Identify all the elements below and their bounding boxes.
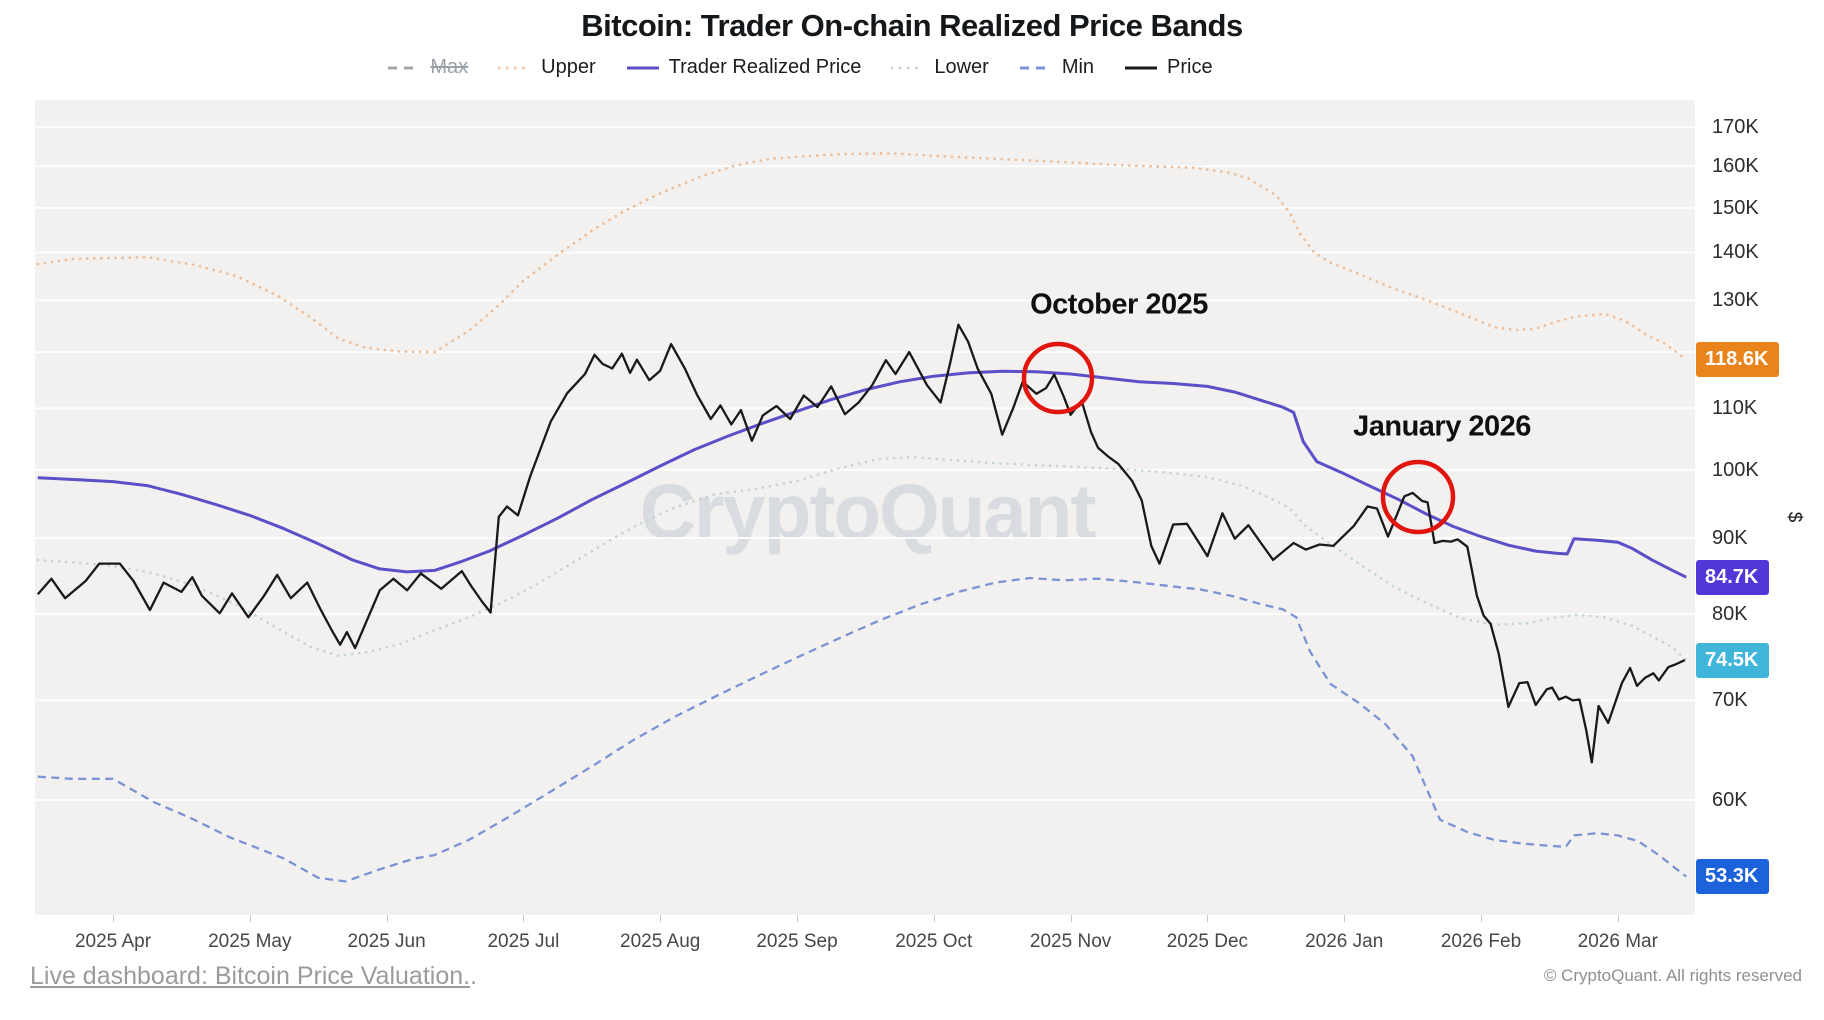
x-axis-label: 2026 Jan [1305,931,1384,952]
legend-item-max[interactable]: Max [387,56,468,79]
y-axis-label: 60K [1712,789,1748,812]
x-axis-label: 2026 Feb [1440,931,1522,952]
legend-item-upper[interactable]: Upper [498,56,596,79]
legend-swatch-solid-icon [1125,66,1158,69]
x-axis-tick [113,915,114,922]
annotation-label: October 2025 [1030,288,1208,321]
x-axis-tick [660,915,662,922]
x-axis-tick [1070,915,1072,922]
x-axis-tick [386,915,388,922]
y-axis-label: 130K [1712,289,1759,312]
legend-label: Price [1167,56,1213,78]
x-axis-tick [933,915,935,922]
page-title: Bitcoin: Trader On-chain Realized Price … [581,8,1243,43]
y-axis-label: 140K [1712,241,1759,264]
legend-swatch-dotted-icon [891,66,926,69]
y-axis-label: 80K [1712,603,1748,626]
x-axis-tick [249,915,251,922]
price-badge-74.5k: 74.5K [1696,642,1770,678]
x-axis-tick [797,915,798,922]
x-axis-label: 2025 Nov [1029,931,1112,952]
legend-label: Trader Realized Price [668,56,862,78]
y-axis-label: 70K [1712,689,1748,712]
y-axis-label: 170K [1712,116,1759,138]
annotation-label: January 2026 [1353,410,1531,443]
legend-swatch-dashed-icon [1019,66,1052,69]
x-axis-tick [1481,915,1482,922]
legend-label: Min [1061,56,1095,78]
chart-series-svg [35,126,1695,883]
legend-swatch-dotted-icon [498,66,533,69]
x-axis-label: 2025 Sep [756,931,838,952]
y-axis-label: 90K [1712,526,1748,549]
x-axis-tick [1207,915,1209,922]
x-axis-label: 2025 Apr [74,931,152,952]
y-axis-label: 100K [1712,458,1759,481]
price-badge-53.3k: 53.3K [1696,859,1770,895]
live-dashboard-link-text[interactable]: Live dashboard: Bitcoin Price Valuation. [30,962,471,990]
annotation-circle [1021,341,1095,415]
copyright-text: © CryptoQuant. All rights reserved [1543,966,1802,985]
legend-swatch-solid-icon [626,66,659,69]
x-axis-tick [1344,915,1346,922]
y-axis-label: 150K [1712,196,1759,219]
x-axis-label: 2026 Mar [1577,931,1658,952]
legend-item-price[interactable]: Price [1124,56,1213,79]
series-upper [36,152,1688,362]
legend-label: Max [430,56,469,78]
y-axis-label: 110K [1712,397,1758,420]
y-axis-title: $ [1783,511,1805,523]
legend-swatch-dashed-icon [388,66,421,69]
legend-label: Lower [934,56,989,78]
legend-item-lower[interactable]: Lower [891,56,989,79]
y-axis-label: 160K [1712,155,1759,178]
link-suffix: . [470,962,478,990]
x-axis-label: 2025 Aug [620,931,701,952]
x-axis-tick [1617,915,1619,922]
price-badge-84.7k: 84.7K [1696,559,1770,595]
series-trader-realized-price [37,369,1687,579]
legend: Max Upper Trader Realized Price Lower Min Pri… [0,56,1600,79]
series-min [37,576,1687,883]
series-price [36,323,1686,764]
price-badge-118.6k: 118.6K [1696,342,1780,378]
x-axis-label: 2025 Jun [347,931,426,952]
chart-plot-area[interactable]: CryptoQuant October 2025 January 2026 [35,100,1695,915]
series-lower [36,455,1688,662]
legend-item-trader-realized-price[interactable]: Trader Realized Price [626,56,862,79]
x-axis-label: 2025 Jul [487,931,560,952]
x-axis-label: 2025 Dec [1166,931,1249,952]
annotation-circle [1380,459,1456,535]
cryptoquant-watermark: CryptoQuant [639,467,1097,556]
x-axis-tick [523,915,525,922]
x-axis-label: 2025 May [208,931,292,952]
live-dashboard-link[interactable]: Live dashboard: Bitcoin Price Valuation.… [30,962,477,991]
x-axis-label: 2025 Oct [895,931,973,952]
legend-item-min[interactable]: Min [1019,56,1094,79]
legend-label: Upper [541,56,596,78]
